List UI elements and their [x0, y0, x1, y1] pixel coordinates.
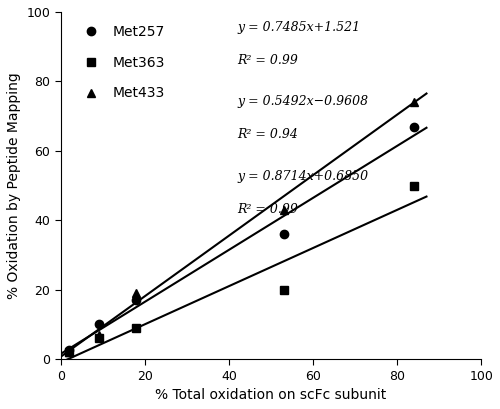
- Line: Met433: Met433: [65, 98, 418, 356]
- Met433: [134, 291, 140, 296]
- Legend: Met257, Met363, Met433: Met257, Met363, Met433: [76, 22, 168, 103]
- Met257: [66, 348, 72, 353]
- Text: y = 0.8714x+0.6850: y = 0.8714x+0.6850: [238, 170, 368, 183]
- X-axis label: % Total oxidation on scFc subunit: % Total oxidation on scFc subunit: [156, 388, 386, 402]
- Met433: [66, 350, 72, 355]
- Met433: [280, 207, 286, 212]
- Text: y = 0.5492x−0.9608: y = 0.5492x−0.9608: [238, 95, 368, 108]
- Text: R² = 0.94: R² = 0.94: [238, 128, 298, 141]
- Met363: [134, 326, 140, 330]
- Met433: [411, 100, 417, 105]
- Met363: [96, 336, 102, 341]
- Y-axis label: % Oxidation by Peptide Mapping: % Oxidation by Peptide Mapping: [7, 72, 21, 299]
- Text: R² = 0.99: R² = 0.99: [238, 54, 298, 67]
- Met257: [134, 298, 140, 303]
- Met363: [280, 287, 286, 292]
- Met257: [411, 124, 417, 129]
- Met257: [96, 322, 102, 327]
- Met363: [66, 350, 72, 355]
- Met257: [280, 231, 286, 236]
- Line: Met363: Met363: [65, 181, 418, 356]
- Line: Met257: Met257: [65, 122, 418, 355]
- Met363: [411, 183, 417, 188]
- Text: y = 0.7485x+1.521: y = 0.7485x+1.521: [238, 20, 360, 34]
- Met433: [96, 333, 102, 337]
- Text: R² = 0.99: R² = 0.99: [238, 203, 298, 216]
